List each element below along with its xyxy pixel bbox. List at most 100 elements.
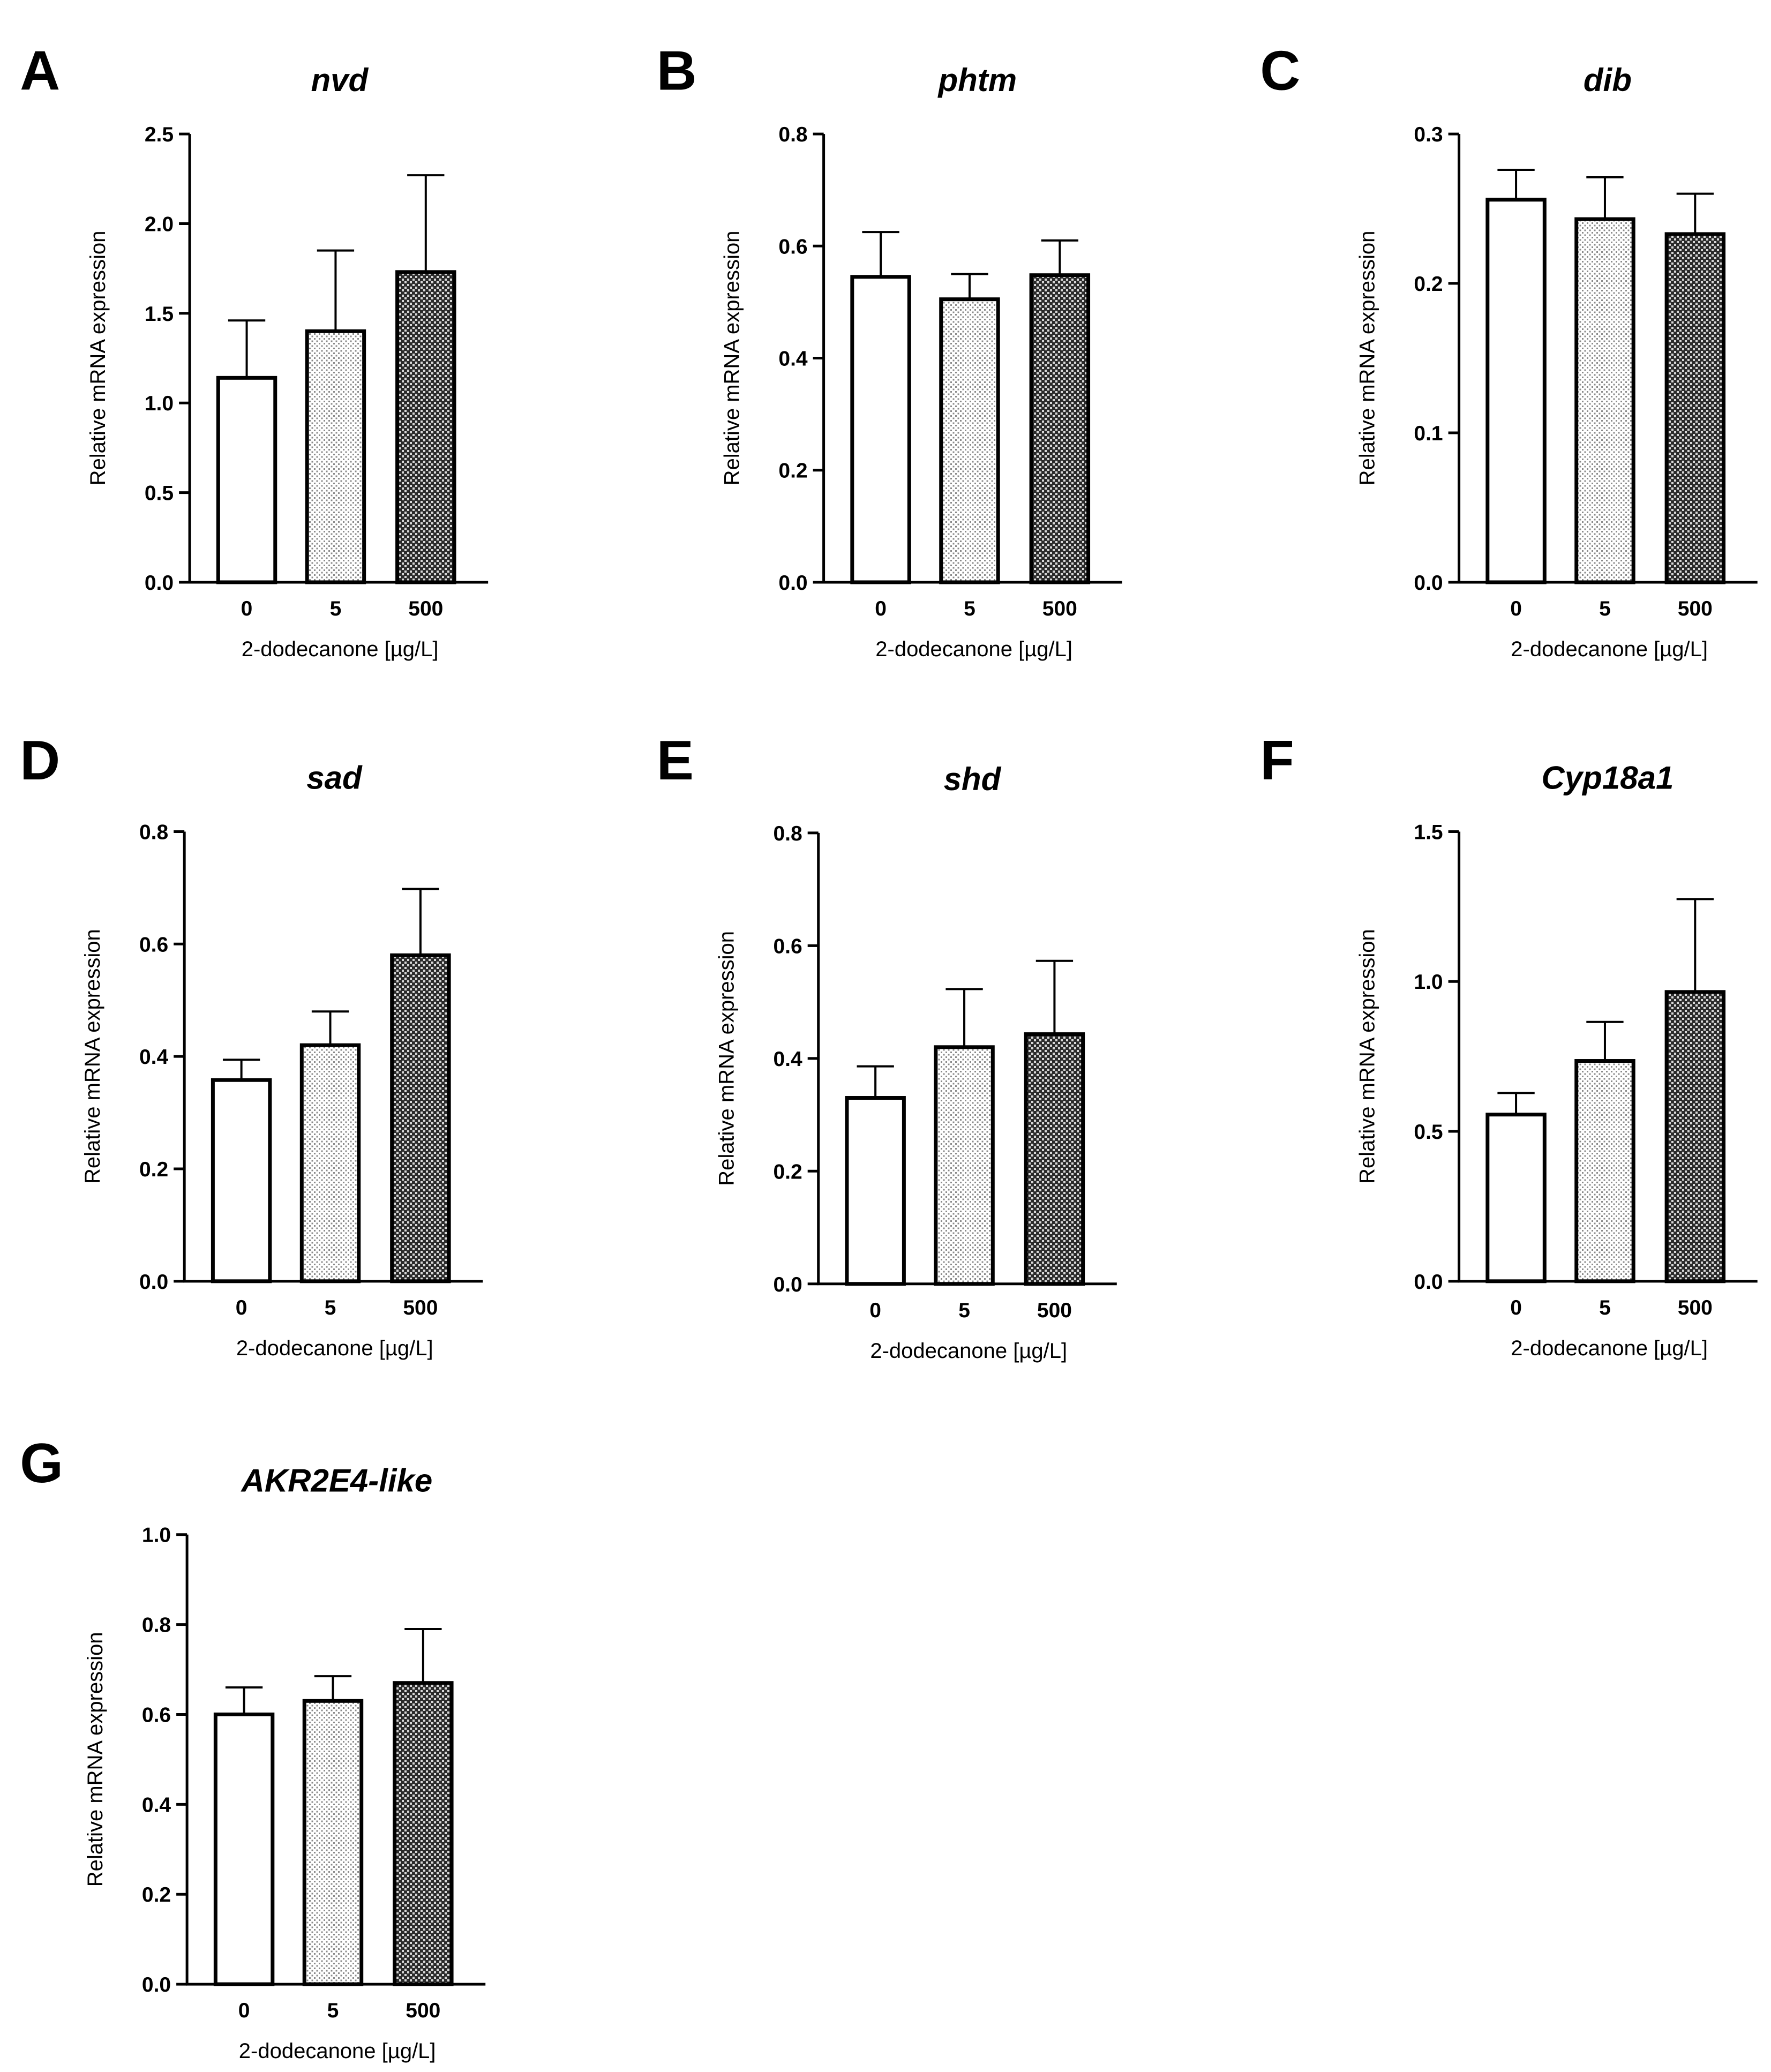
chart-title: Cyp18a1 xyxy=(1541,760,1674,795)
chart-title: dib xyxy=(1584,62,1632,98)
y-tick-label: 0.6 xyxy=(773,935,802,958)
x-axis-label: 2-dodecanone [µg/L] xyxy=(242,637,439,661)
error-bar xyxy=(404,1628,442,1683)
bar-500 xyxy=(1664,232,1726,584)
bar-0 xyxy=(850,275,911,584)
y-tick-label: 0.2 xyxy=(773,1160,802,1183)
x-axis-label: 2-dodecanone [µg/L] xyxy=(875,637,1072,661)
y-tick-label: 0.2 xyxy=(778,460,807,483)
bar-0 xyxy=(211,1078,272,1283)
x-tick-label: 0 xyxy=(236,1296,247,1319)
error-bar xyxy=(317,249,355,332)
bar-5 xyxy=(939,297,1000,584)
y-axis-label: Relative mRNA expression xyxy=(1356,231,1379,486)
error-bar xyxy=(402,888,439,956)
error-bar xyxy=(1497,1092,1535,1115)
y-tick-label: 0.0 xyxy=(1414,1271,1443,1294)
x-axis-label: 2-dodecanone [µg/L] xyxy=(1511,1337,1708,1360)
y-tick-label: 0.2 xyxy=(139,1158,168,1181)
panel-g: G AKR2E4-like Relative mRNA expression 2-do… xyxy=(20,1432,486,2063)
bar-5 xyxy=(1574,217,1635,584)
chart-title: sad xyxy=(306,760,363,795)
bar-0 xyxy=(1485,1113,1547,1283)
bar-0 xyxy=(213,1712,275,1986)
error-bar xyxy=(1041,239,1078,275)
y-tick-label: 0.6 xyxy=(139,933,168,956)
y-tick-label: 0.3 xyxy=(1414,123,1443,146)
y-tick-label: 1.5 xyxy=(1414,821,1443,844)
x-tick-label: 5 xyxy=(1599,597,1611,620)
x-tick-label: 500 xyxy=(1678,1296,1713,1319)
x-tick-label: 5 xyxy=(964,597,975,620)
error-bar xyxy=(407,174,445,272)
x-tick-label: 0 xyxy=(1510,597,1522,620)
y-tick-label: 0.0 xyxy=(1414,572,1443,595)
error-bar xyxy=(951,273,988,299)
y-tick-label: 0.4 xyxy=(139,1046,169,1069)
chart-title: shd xyxy=(944,761,1002,797)
x-tick-label: 0 xyxy=(241,597,253,620)
y-tick-label: 0.8 xyxy=(142,1614,171,1637)
panel-letter: A xyxy=(20,40,60,102)
y-axis-label: Relative mRNA expression xyxy=(1356,929,1379,1184)
x-tick-label: 5 xyxy=(327,1999,339,2022)
error-bar xyxy=(862,231,899,277)
x-tick-label: 0 xyxy=(875,597,887,620)
x-tick-label: 500 xyxy=(406,1999,440,2022)
x-tick-label: 500 xyxy=(1042,597,1077,620)
y-tick-label: 0.2 xyxy=(1414,273,1443,296)
x-tick-label: 500 xyxy=(1037,1299,1072,1322)
y-tick-label: 0.8 xyxy=(778,123,807,146)
x-tick-label: 5 xyxy=(958,1299,970,1322)
x-axis-label: 2-dodecanone [µg/L] xyxy=(1511,637,1708,661)
y-tick-label: 0.0 xyxy=(773,1273,802,1296)
y-tick-label: 2.5 xyxy=(145,123,174,146)
y-tick-label: 1.0 xyxy=(142,1524,171,1547)
error-bar xyxy=(1676,192,1714,234)
y-axis-label: Relative mRNA expression xyxy=(86,231,110,486)
error-bar xyxy=(1035,959,1074,1034)
y-tick-label: 0.0 xyxy=(778,572,807,595)
y-tick-label: 0.5 xyxy=(1414,1121,1443,1144)
y-axis-label: Relative mRNA expression xyxy=(81,929,104,1184)
y-tick-label: 2.0 xyxy=(145,213,174,236)
panel-letter: B xyxy=(657,40,697,102)
y-tick-label: 0.8 xyxy=(773,822,802,845)
error-bar xyxy=(945,988,983,1047)
bar-5 xyxy=(302,1699,364,1986)
y-tick-label: 0.8 xyxy=(139,821,168,844)
panel-letter: F xyxy=(1260,730,1294,792)
bar-5 xyxy=(299,1043,361,1283)
x-tick-label: 5 xyxy=(330,597,342,620)
error-bar xyxy=(1586,176,1624,220)
x-tick-label: 500 xyxy=(408,597,443,620)
x-tick-label: 500 xyxy=(403,1296,438,1319)
x-axis-label: 2-dodecanone [µg/L] xyxy=(236,1337,433,1360)
bar-500 xyxy=(390,953,451,1283)
panel-letter: C xyxy=(1260,40,1300,102)
panel-letter: E xyxy=(657,730,694,792)
bar-5 xyxy=(1574,1059,1635,1283)
error-bar xyxy=(314,1675,352,1701)
x-tick-label: 0 xyxy=(238,1999,250,2022)
bar-0 xyxy=(216,376,277,584)
y-tick-label: 0.1 xyxy=(1414,422,1443,445)
error-bar xyxy=(1586,1020,1624,1061)
y-tick-label: 0.0 xyxy=(142,1973,171,1996)
error-bar xyxy=(1497,169,1535,200)
x-axis-label: 2-dodecanone [µg/L] xyxy=(870,1339,1067,1363)
y-axis-label: Relative mRNA expression xyxy=(715,931,739,1186)
y-tick-label: 1.0 xyxy=(1414,971,1443,994)
y-tick-label: 0.4 xyxy=(773,1048,802,1071)
bar-500 xyxy=(1029,273,1091,584)
panel-letter: G xyxy=(20,1432,63,1495)
y-tick-label: 1.5 xyxy=(145,303,174,326)
error-bar xyxy=(228,319,266,378)
y-tick-label: 0.2 xyxy=(142,1883,171,1906)
bar-500 xyxy=(393,1681,454,1986)
bar-500 xyxy=(1024,1032,1085,1286)
